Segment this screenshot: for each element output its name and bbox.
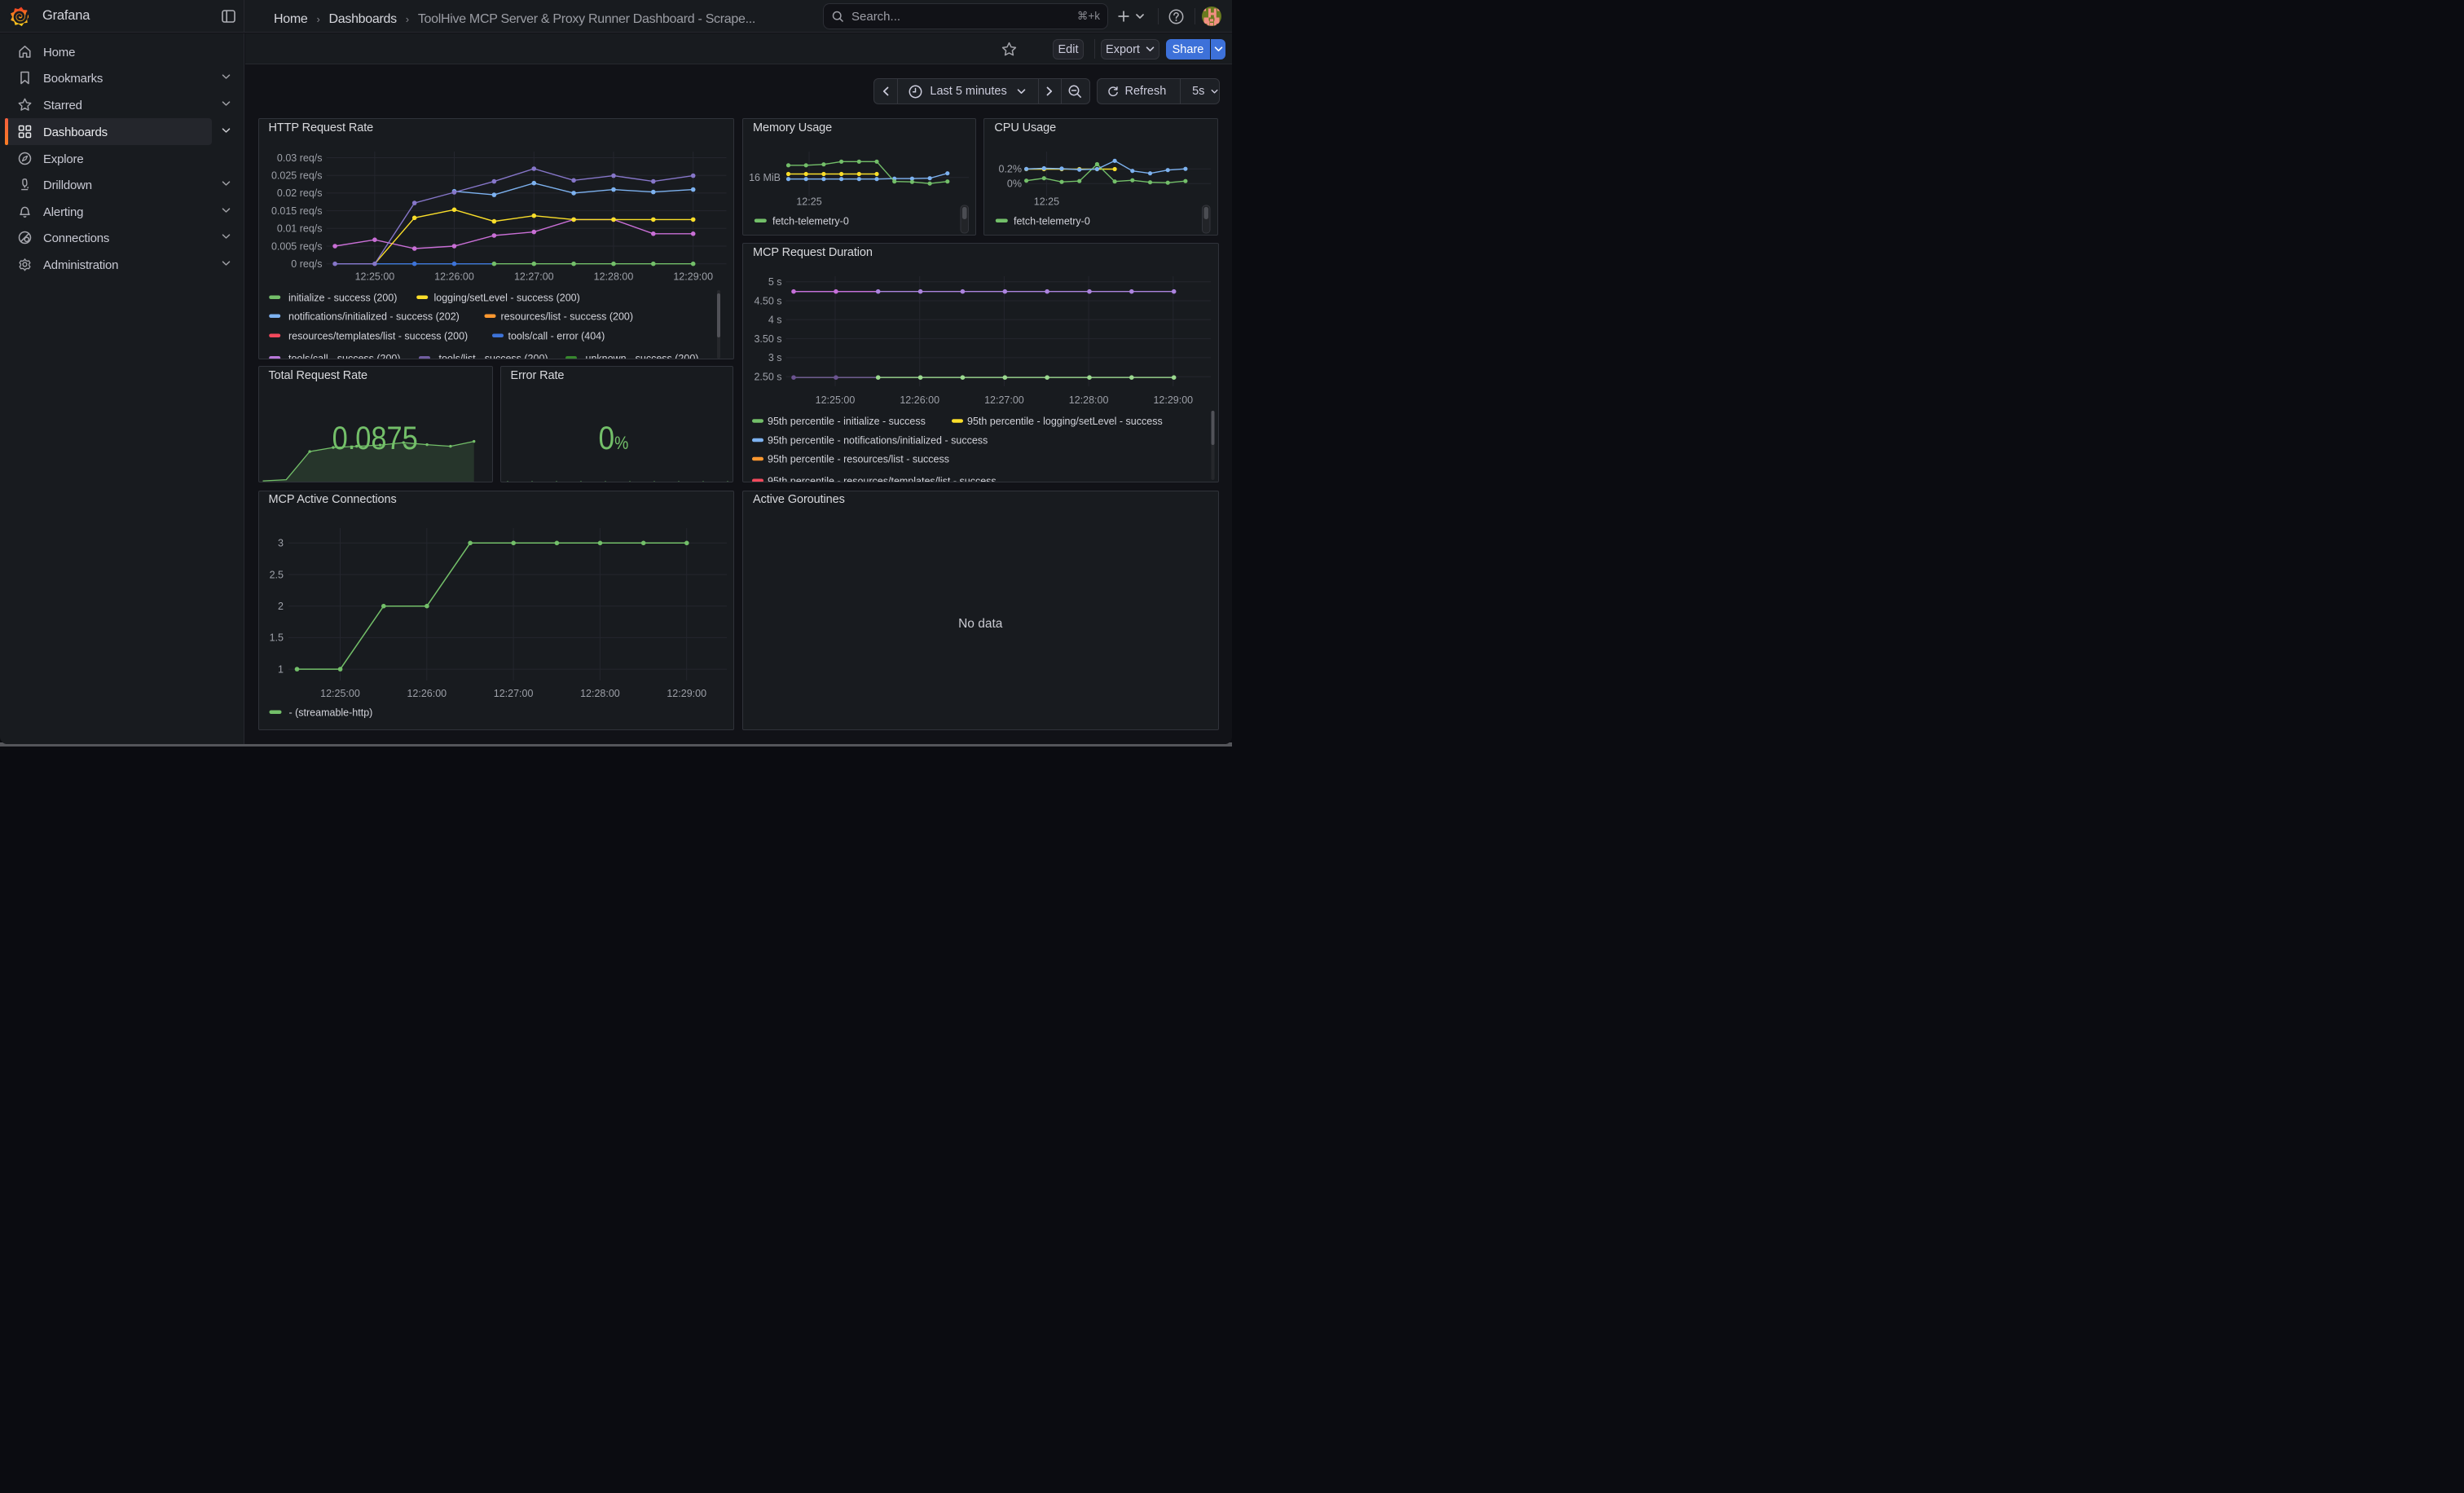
svg-text:unknown - success (200): unknown - success (200) (585, 353, 698, 359)
svg-text:resources/list - success (200): resources/list - success (200) (500, 311, 633, 323)
svg-text:1: 1 (278, 663, 284, 675)
svg-text:16 MiB: 16 MiB (749, 172, 781, 183)
svg-text:95th percentile - resources/te: 95th percentile - resources/templates/li… (768, 476, 997, 483)
svg-text:95th percentile - initialize -: 95th percentile - initialize - success (768, 416, 926, 427)
svg-text:1.5: 1.5 (269, 632, 283, 643)
svg-text:resources/templates/list - suc: resources/templates/list - success (200) (288, 331, 468, 342)
svg-text:0.015 req/s: 0.015 req/s (271, 205, 322, 217)
svg-text:0.2%: 0.2% (999, 164, 1023, 175)
svg-text:0%: 0% (1007, 178, 1022, 190)
svg-text:12:26:00: 12:26:00 (407, 688, 447, 699)
svg-text:logging/setLevel - success (20: logging/setLevel - success (200) (433, 293, 579, 304)
svg-text:2.5: 2.5 (269, 569, 283, 580)
svg-text:12:25:00: 12:25:00 (320, 688, 360, 699)
svg-text:95th percentile - logging/setL: 95th percentile - logging/setLevel - suc… (967, 416, 1163, 427)
svg-text:initialize - success (200): initialize - success (200) (288, 293, 397, 304)
svg-text:12:25:00: 12:25:00 (816, 394, 856, 406)
svg-text:12:29:00: 12:29:00 (673, 271, 713, 283)
svg-text:12:29:00: 12:29:00 (1153, 394, 1193, 406)
svg-text:95th percentile - notification: 95th percentile - notifications/initiali… (768, 435, 988, 447)
svg-text:0 req/s: 0 req/s (291, 258, 322, 270)
svg-text:12:29:00: 12:29:00 (667, 688, 706, 699)
svg-text:fetch-telemetry-0: fetch-telemetry-0 (772, 216, 849, 227)
svg-text:4.50 s: 4.50 s (754, 296, 781, 307)
svg-text:12:25: 12:25 (796, 196, 821, 208)
svg-text:tools/list - success (200): tools/list - success (200) (438, 353, 548, 359)
svg-text:12:25: 12:25 (1034, 196, 1059, 208)
svg-text:12:27:00: 12:27:00 (513, 271, 553, 283)
svg-text:0.005 req/s: 0.005 req/s (271, 241, 322, 253)
svg-text:12:27:00: 12:27:00 (984, 394, 1024, 406)
svg-text:2.50 s: 2.50 s (754, 372, 781, 383)
svg-text:2: 2 (278, 601, 284, 612)
svg-text:12:26:00: 12:26:00 (434, 271, 474, 283)
svg-text:tools/call - error (404): tools/call - error (404) (508, 331, 605, 342)
svg-text:12:26:00: 12:26:00 (900, 394, 939, 406)
svg-text:12:28:00: 12:28:00 (1069, 394, 1109, 406)
svg-text:fetch-telemetry-0: fetch-telemetry-0 (1014, 216, 1090, 227)
svg-text:notifications/initialized - su: notifications/initialized - success (202… (288, 311, 460, 323)
svg-text:3.50 s: 3.50 s (754, 333, 781, 345)
svg-text:5 s: 5 s (768, 276, 782, 288)
svg-text:12:27:00: 12:27:00 (493, 688, 533, 699)
svg-text:tools/call - success (200): tools/call - success (200) (288, 353, 401, 359)
svg-text:95th percentile - resources/li: 95th percentile - resources/list - succe… (768, 454, 949, 465)
svg-text:- (streamable-http): - (streamable-http) (288, 707, 372, 718)
svg-text:0.02 req/s: 0.02 req/s (276, 187, 322, 199)
svg-text:0.03 req/s: 0.03 req/s (276, 152, 322, 164)
svg-text:0.025 req/s: 0.025 req/s (271, 170, 322, 182)
svg-text:3 s: 3 s (768, 352, 782, 363)
svg-text:3: 3 (278, 537, 284, 548)
svg-text:4 s: 4 s (768, 315, 782, 326)
svg-text:12:28:00: 12:28:00 (593, 271, 633, 283)
svg-text:0.01 req/s: 0.01 req/s (276, 223, 322, 235)
svg-text:12:25:00: 12:25:00 (354, 271, 394, 283)
svg-text:12:28:00: 12:28:00 (580, 688, 620, 699)
